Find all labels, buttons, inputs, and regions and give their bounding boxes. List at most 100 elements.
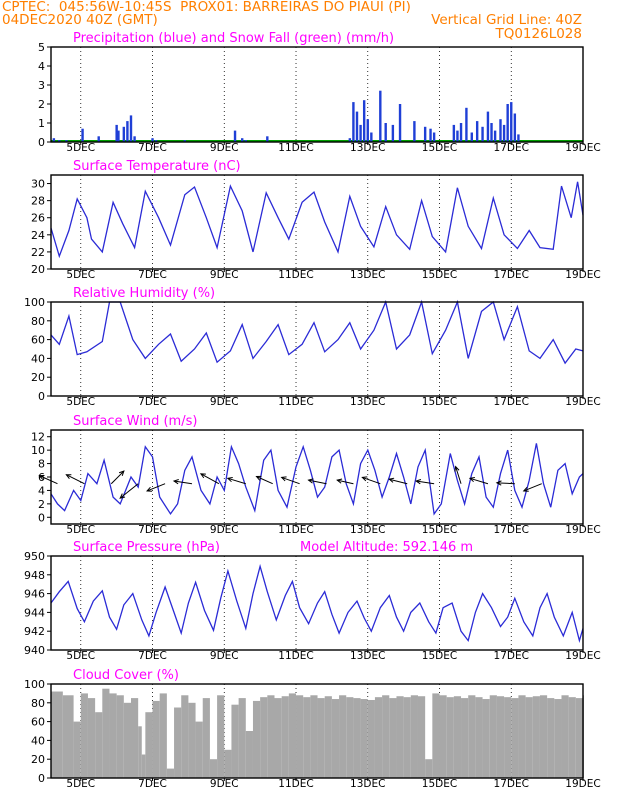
- precip-bar: [129, 115, 133, 142]
- wind-vector: [281, 476, 300, 485]
- cloud-bar: [389, 698, 397, 778]
- cloud-bar: [561, 695, 569, 778]
- cloud-bar: [303, 697, 311, 778]
- wind-vector-head: [495, 480, 502, 486]
- cloud-bar: [166, 768, 175, 778]
- cloud-bar: [518, 695, 526, 778]
- cloud-bar: [281, 696, 289, 778]
- x-tick-label: 7DEC: [138, 396, 167, 408]
- cloud-bar: [339, 695, 347, 778]
- series-line: [50, 563, 584, 644]
- precip-bar: [117, 130, 120, 142]
- precip-bar: [133, 136, 136, 142]
- precip-bar: [241, 138, 244, 142]
- x-tick-label: 9DEC: [210, 778, 239, 790]
- cloud-bar: [539, 695, 548, 778]
- wind-vector: [523, 483, 542, 492]
- cloud-bar: [245, 731, 253, 778]
- y-tick-label: 100: [24, 296, 45, 309]
- x-tick-label: 15DEC: [422, 778, 457, 790]
- precip-bar: [456, 130, 459, 142]
- x-tick-label: 13DEC: [350, 269, 385, 281]
- y-tick-label: 10: [31, 444, 45, 457]
- x-tick-label: 19DEC: [565, 778, 600, 790]
- precip-bar: [379, 90, 382, 142]
- y-tick-label: 6: [38, 471, 45, 484]
- panel-title: Surface Pressure (hPa): [73, 540, 220, 555]
- precip-bar: [459, 123, 463, 142]
- x-tick-label: 11DEC: [278, 269, 313, 281]
- y-tick-label: 0: [38, 136, 45, 149]
- wind-vector: [256, 476, 273, 485]
- cloud-bar: [525, 697, 533, 778]
- y-tick-label: 2: [38, 498, 45, 511]
- header-line-1: CPTEC: 045:56W-10:45S PROX01: BARREIRAS …: [2, 0, 411, 15]
- precip-bar: [183, 140, 187, 142]
- x-tick-label: 11DEC: [278, 396, 313, 408]
- x-tick-label: 9DEC: [210, 650, 239, 662]
- precip-bar: [370, 132, 373, 142]
- wind-vector-head: [199, 473, 206, 479]
- cloud-bar: [554, 699, 562, 778]
- panel-frame: [50, 46, 584, 143]
- cloud-bar: [403, 697, 411, 778]
- wind-vector: [337, 479, 354, 485]
- x-tick-label: 11DEC: [278, 524, 313, 536]
- precip-bar: [359, 124, 362, 142]
- cloud-bar: [439, 695, 447, 778]
- precip-bar: [348, 138, 352, 142]
- wind-vector: [455, 466, 462, 484]
- x-tick-label: 17DEC: [494, 269, 529, 281]
- cloud-bar: [159, 693, 167, 778]
- precip-bar: [126, 121, 129, 142]
- cloud-bar: [396, 696, 404, 778]
- precip-bar: [81, 128, 84, 142]
- cloud-bar: [145, 712, 153, 778]
- y-tick-label: 2: [38, 98, 45, 111]
- x-tick-label: 5DEC: [66, 269, 95, 281]
- precip-bar: [429, 128, 432, 142]
- cloud-bar: [575, 698, 583, 778]
- cloud-bar: [461, 698, 469, 778]
- y-tick-label: 8: [38, 458, 45, 471]
- wind-vector: [173, 480, 193, 485]
- y-tick-label: 60: [31, 334, 45, 347]
- wind-vector-head: [65, 474, 72, 479]
- cloud-bar: [102, 688, 110, 778]
- wind-vector-head: [388, 477, 395, 483]
- x-tick-label: 5DEC: [66, 650, 95, 662]
- x-tick-label: 19DEC: [565, 524, 600, 536]
- y-tick-label: 24: [31, 229, 45, 242]
- x-tick-label: 13DEC: [350, 778, 385, 790]
- x-tick-label: 7DEC: [138, 524, 167, 536]
- precip-bar: [266, 136, 269, 142]
- cloud-bar: [568, 697, 576, 778]
- precip-bar: [493, 130, 497, 142]
- cloud-bar: [425, 759, 433, 778]
- y-tick-label: 946: [24, 588, 45, 601]
- panel-title: Precipitation (blue) and Snow Fall (gree…: [73, 31, 394, 46]
- precip-bar: [154, 140, 158, 142]
- wind-vector-head: [468, 477, 475, 483]
- precip-bar: [398, 104, 402, 142]
- cloud-bar: [95, 712, 103, 778]
- wind-vector: [66, 474, 85, 485]
- wind-vector-head: [414, 479, 422, 485]
- wind-vector: [416, 480, 435, 485]
- header-grid-note: Vertical Grid Line: 40Z: [431, 12, 582, 28]
- cloud-bar: [123, 702, 131, 778]
- panel-frame: [50, 555, 584, 651]
- x-tick-label: 15DEC: [422, 396, 457, 408]
- x-tick-label: 17DEC: [494, 396, 529, 408]
- y-tick-label: 950: [24, 550, 45, 563]
- precip-bar: [151, 138, 154, 142]
- x-tick-label: 13DEC: [350, 396, 385, 408]
- panel-frame: [50, 174, 584, 270]
- y-tick-label: 940: [24, 644, 45, 657]
- panel-title: Surface Temperature (nC): [73, 159, 241, 174]
- wind-vector-head: [307, 478, 314, 484]
- wind-vector-head: [522, 486, 529, 492]
- y-tick-label: 5: [38, 41, 45, 54]
- wind-vector-head: [118, 470, 125, 477]
